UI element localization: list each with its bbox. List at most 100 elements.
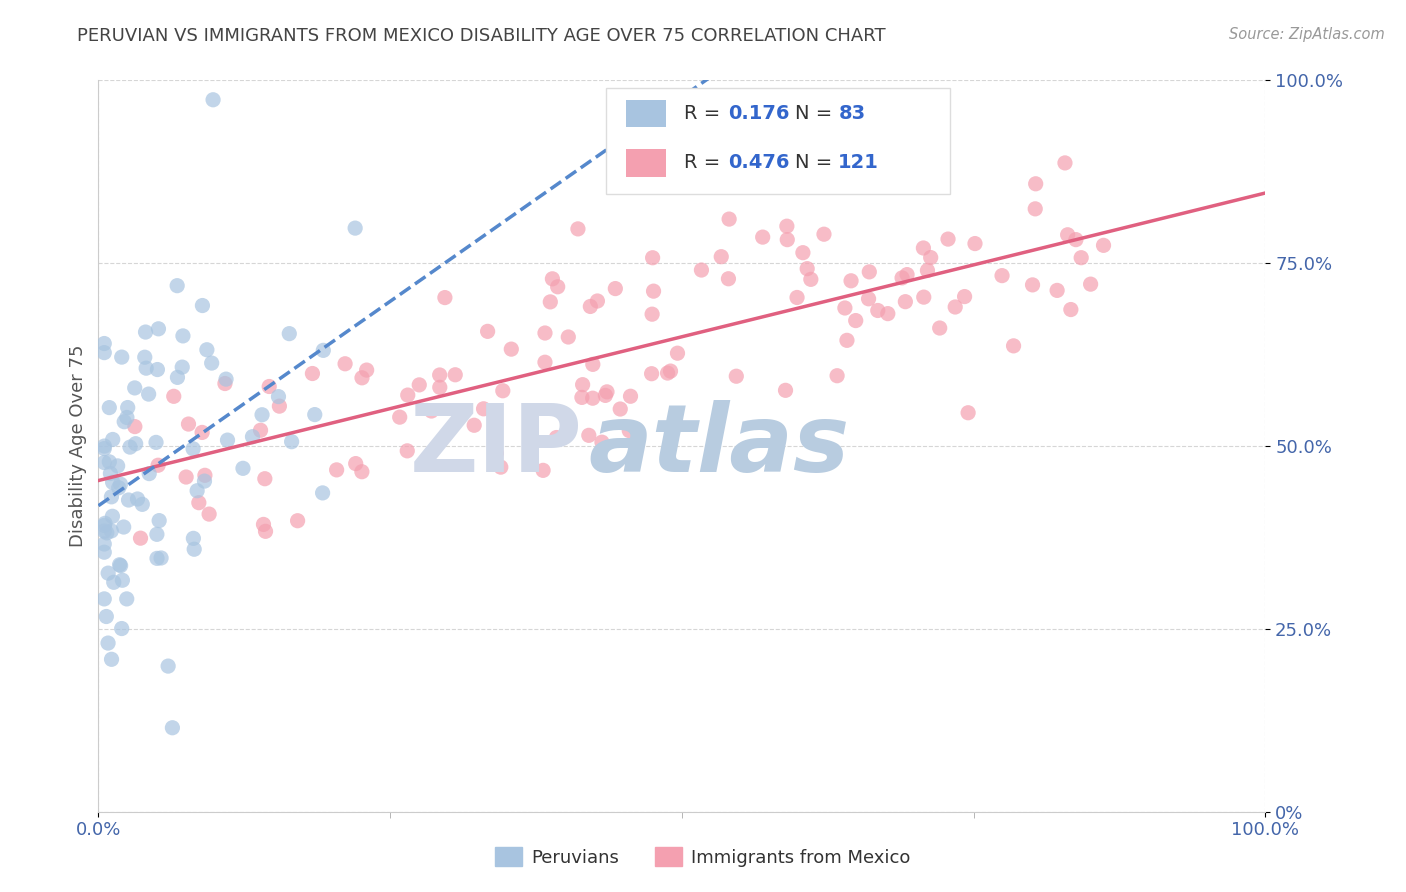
Point — [595, 388, 617, 402]
Point — [232, 461, 254, 475]
Point — [896, 268, 918, 282]
Point — [858, 265, 880, 279]
Point — [477, 324, 499, 338]
Point — [96, 525, 118, 540]
Point — [718, 212, 741, 227]
Point — [928, 321, 950, 335]
Point — [166, 278, 188, 293]
Point — [463, 418, 485, 433]
Point — [953, 289, 976, 303]
Point — [93, 439, 115, 453]
Point — [1070, 251, 1092, 265]
Y-axis label: Disability Age Over 75: Disability Age Over 75 — [69, 344, 87, 548]
Point — [567, 222, 589, 236]
Point — [963, 236, 986, 251]
Point — [242, 430, 264, 444]
Point — [429, 368, 451, 382]
Point — [249, 423, 271, 437]
Point — [177, 417, 200, 431]
Point — [547, 280, 569, 294]
Point — [115, 591, 138, 606]
Point — [751, 230, 773, 244]
Point — [557, 330, 579, 344]
Point — [135, 361, 157, 376]
Point — [591, 435, 613, 450]
Point — [97, 636, 120, 650]
Point — [717, 271, 740, 285]
Point — [492, 384, 515, 398]
Point — [253, 472, 276, 486]
Point — [659, 364, 682, 378]
Point — [1064, 233, 1087, 247]
Point — [1053, 156, 1076, 170]
Legend: Peruvians, Immigrants from Mexico: Peruvians, Immigrants from Mexico — [488, 840, 918, 874]
Point — [800, 272, 823, 286]
Point — [917, 263, 939, 277]
Point — [825, 368, 848, 383]
Point — [894, 294, 917, 309]
Point — [93, 545, 115, 559]
Point — [912, 290, 935, 304]
Text: 0.476: 0.476 — [728, 153, 790, 172]
Point — [96, 609, 118, 624]
Point — [957, 406, 980, 420]
Point — [429, 380, 451, 394]
Point — [839, 274, 862, 288]
Point — [183, 532, 205, 546]
Point — [641, 307, 664, 321]
Point — [146, 551, 169, 566]
Point — [250, 408, 273, 422]
Point — [111, 622, 134, 636]
Point — [94, 516, 117, 531]
Point — [193, 474, 215, 488]
Text: Source: ZipAtlas.com: Source: ZipAtlas.com — [1229, 27, 1385, 42]
Point — [187, 496, 209, 510]
Point — [710, 250, 733, 264]
Point — [172, 360, 194, 375]
Point — [110, 477, 132, 491]
Point — [191, 299, 214, 313]
Point — [148, 322, 170, 336]
Point — [117, 493, 139, 508]
Point — [596, 384, 619, 399]
Point — [172, 329, 194, 343]
Point — [396, 388, 419, 402]
Point — [93, 537, 115, 551]
Point — [396, 443, 419, 458]
Point — [181, 442, 204, 456]
Point — [912, 241, 935, 255]
Point — [93, 518, 115, 533]
Point — [472, 401, 495, 416]
Point — [444, 368, 467, 382]
Point — [943, 300, 966, 314]
Point — [101, 509, 124, 524]
Text: ZIP: ZIP — [409, 400, 582, 492]
Point — [775, 384, 797, 398]
Point — [146, 362, 169, 376]
Point — [891, 271, 914, 285]
Point — [1092, 238, 1115, 252]
Point — [489, 460, 512, 475]
Point — [107, 458, 129, 473]
Point — [657, 366, 679, 380]
Point — [129, 531, 152, 545]
Point — [186, 483, 208, 498]
Point — [174, 470, 197, 484]
Point — [571, 391, 593, 405]
Point — [1080, 277, 1102, 292]
Text: N =: N = — [796, 153, 838, 172]
Point — [183, 542, 205, 557]
Point — [103, 575, 125, 590]
Point — [538, 294, 561, 309]
Point — [1024, 202, 1046, 216]
Point — [100, 524, 122, 538]
Point — [215, 372, 238, 386]
Point — [420, 404, 443, 418]
Point — [107, 481, 129, 495]
Point — [619, 424, 641, 438]
FancyBboxPatch shape — [626, 149, 665, 177]
Point — [534, 326, 557, 340]
Point — [138, 387, 160, 401]
Point — [150, 551, 173, 566]
Point — [641, 251, 664, 265]
